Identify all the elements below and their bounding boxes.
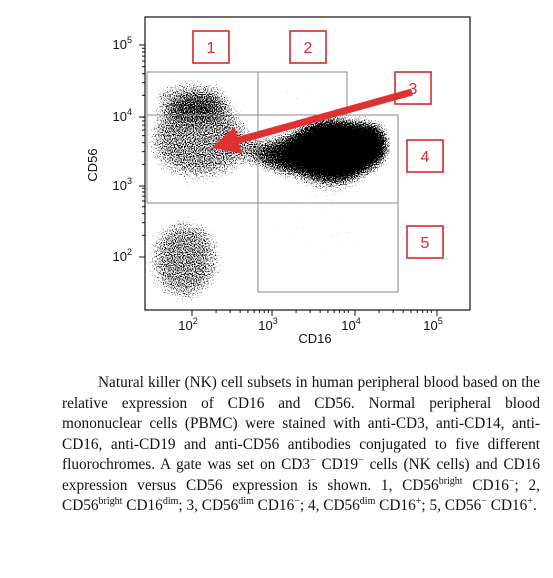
caption-superscript: dim	[359, 495, 376, 507]
tick-exponent: 5	[438, 316, 443, 326]
caption-text: CD19	[315, 456, 359, 473]
tick-label: 103	[113, 176, 132, 193]
event-density	[145, 75, 390, 305]
y-axis-label: CD56	[85, 148, 100, 181]
gate-label: 3	[409, 81, 418, 98]
caption-superscript: −	[481, 495, 487, 507]
x-axis-label: CD16	[298, 331, 331, 346]
caption-text: CD16	[462, 476, 509, 494]
tick-base: 10	[341, 318, 355, 333]
tick-exponent: 4	[356, 316, 361, 326]
tick-exponent: 4	[127, 107, 132, 117]
caption-superscript: bright	[98, 495, 123, 507]
caption-superscript: −	[358, 454, 364, 466]
caption-superscript: +	[527, 495, 533, 507]
tick-label: 105	[113, 35, 132, 52]
tick-label: 102	[178, 316, 197, 333]
arrow	[211, 88, 413, 154]
gate-label: 4	[421, 149, 430, 166]
figure-caption: Natural killer (NK) cell subsets in huma…	[62, 373, 540, 517]
tick-base: 10	[113, 109, 127, 124]
caption-superscript: bright	[438, 475, 463, 487]
caption-text: .	[532, 497, 537, 514]
gate-label-box	[406, 139, 444, 173]
caption-superscript: −	[508, 475, 515, 487]
gate-label-box	[289, 30, 327, 64]
caption-text: ; 3, CD56	[178, 497, 239, 514]
caption-text: cells (NK cells) and CD16 expression ver…	[62, 456, 541, 494]
gate-label: 1	[207, 40, 216, 57]
tick-exponent: 2	[193, 316, 198, 326]
tick-base: 10	[178, 318, 192, 333]
caption-superscript: +	[415, 495, 422, 507]
caption-superscript: dim	[238, 495, 254, 507]
tick-base: 10	[113, 37, 127, 52]
tick-label: 104	[113, 107, 132, 124]
caption-superscript: −	[310, 454, 316, 466]
caption-text: CD16	[122, 497, 163, 514]
gates	[146, 71, 399, 293]
gate-label-box	[192, 30, 230, 64]
gate-label: 2	[304, 40, 313, 57]
caption-text: Natural killer (NK) cell subsets in huma…	[62, 374, 540, 473]
caption-text: ; 5, CD56	[421, 497, 482, 514]
caption-text: ; 4, CD56	[299, 497, 360, 514]
tick-exponent: 3	[273, 316, 278, 326]
tick-exponent: 2	[127, 247, 132, 257]
gate-labels: 1 2 3 4 5	[192, 30, 444, 259]
tick-label: 103	[258, 316, 277, 333]
tick-exponent: 3	[127, 176, 132, 186]
tick-exponent: 5	[127, 35, 132, 45]
gate-label-box	[406, 225, 444, 259]
caption-text: CD16	[253, 497, 295, 514]
caption-superscript: dim	[162, 495, 179, 507]
tick-label: 104	[341, 316, 360, 333]
tick-label: 102	[113, 247, 132, 264]
tick-label: 105	[423, 316, 442, 333]
caption-text: ; 2, CD56	[62, 476, 540, 515]
tick-base: 10	[113, 178, 127, 193]
tick-marks	[139, 44, 438, 316]
caption-superscript: −	[294, 495, 300, 507]
tick-base: 10	[113, 249, 127, 264]
tick-base: 10	[258, 318, 272, 333]
caption-text: CD16	[375, 497, 416, 514]
caption-text: CD16	[486, 497, 528, 514]
tick-base: 10	[423, 318, 437, 333]
gate-label: 5	[421, 235, 430, 252]
